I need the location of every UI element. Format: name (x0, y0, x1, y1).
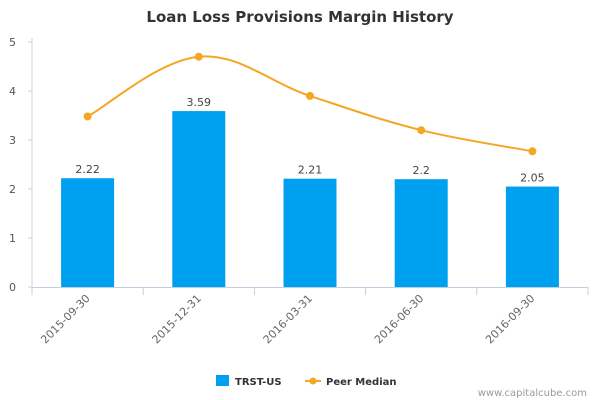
y-tick-label: 0 (9, 281, 16, 294)
bar-trst (505, 186, 559, 287)
bars (61, 111, 559, 287)
peer-median-line (83, 52, 537, 156)
chart-title: Loan Loss Provisions Margin History (146, 8, 453, 26)
data-labels: 2.22 3.59 2.21 2.2 2.05 (75, 96, 544, 184)
y-tick-label: 4 (9, 85, 16, 98)
legend-label-peer-median: Peer Median (326, 377, 397, 388)
x-tick-label: 2016-06-30 (372, 292, 426, 346)
legend-label-trst: TRST-US (235, 377, 282, 388)
x-tick-label: 2016-03-31 (261, 292, 315, 346)
y-tick-label: 5 (9, 36, 16, 49)
peer-median-point (528, 147, 537, 156)
x-tick-label: 2015-09-30 (38, 292, 92, 346)
credit-text: www.capitalcube.com (478, 388, 587, 399)
peer-median-point (306, 91, 314, 100)
bar-trst (394, 179, 448, 287)
y-tick-label: 1 (9, 232, 16, 245)
legend: TRST-US Peer Median (216, 375, 397, 388)
peer-median-point (83, 112, 92, 121)
bar-trst (283, 178, 337, 287)
legend-marker-peer-median (309, 377, 317, 385)
bar-data-label: 2.05 (520, 172, 545, 185)
x-tick-label: 2015-12-31 (150, 292, 204, 346)
bar-data-label: 2.22 (75, 163, 100, 176)
peer-median-path (87, 55, 533, 153)
y-tick-label: 2 (9, 183, 16, 196)
bar-data-label: 2.2 (412, 164, 430, 177)
peer-median-point (194, 52, 203, 61)
bar-trst (61, 178, 115, 287)
bar-trst (172, 111, 226, 287)
x-tick-label: 2016-09-30 (483, 292, 537, 346)
y-tick-label: 3 (9, 134, 16, 147)
legend-swatch-trst (216, 375, 229, 386)
peer-median-point (417, 126, 426, 135)
bar-data-label: 2.21 (298, 164, 323, 177)
bar-data-label: 3.59 (187, 96, 212, 109)
